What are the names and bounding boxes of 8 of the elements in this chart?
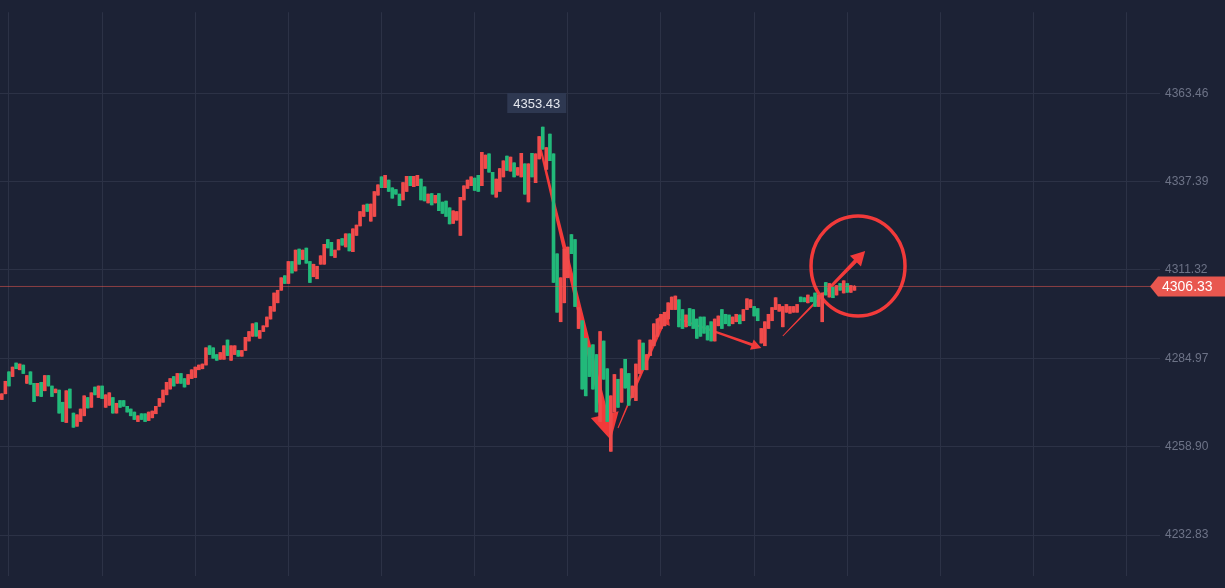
y-tick-label: 4232.83 [1165, 527, 1209, 542]
annotation: 4353.43 [513, 95, 561, 111]
y-tick-label: 4284.97 [1165, 351, 1209, 366]
y-tick-label: 4363.46 [1165, 85, 1209, 100]
y-tick-label: 4311.32 [1165, 261, 1208, 276]
ref-line-label: 4306.33 [1162, 278, 1213, 295]
y-tick-label: 4258.90 [1165, 439, 1209, 454]
y-tick-label: 4337.39 [1165, 173, 1209, 188]
